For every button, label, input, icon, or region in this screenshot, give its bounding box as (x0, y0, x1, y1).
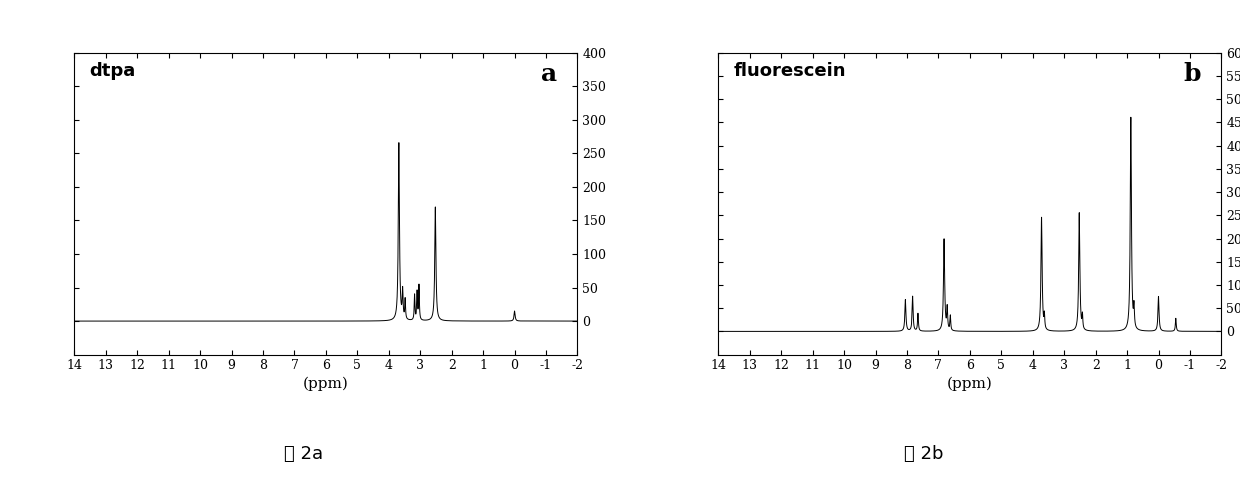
X-axis label: (ppm): (ppm) (947, 377, 993, 391)
Text: a: a (541, 62, 557, 86)
Text: 图 2b: 图 2b (904, 445, 944, 463)
Text: b: b (1184, 62, 1202, 86)
Text: 图 2a: 图 2a (284, 445, 324, 463)
X-axis label: (ppm): (ppm) (303, 377, 348, 391)
Text: fluorescein: fluorescein (733, 62, 846, 80)
Text: dtpa: dtpa (89, 62, 135, 80)
